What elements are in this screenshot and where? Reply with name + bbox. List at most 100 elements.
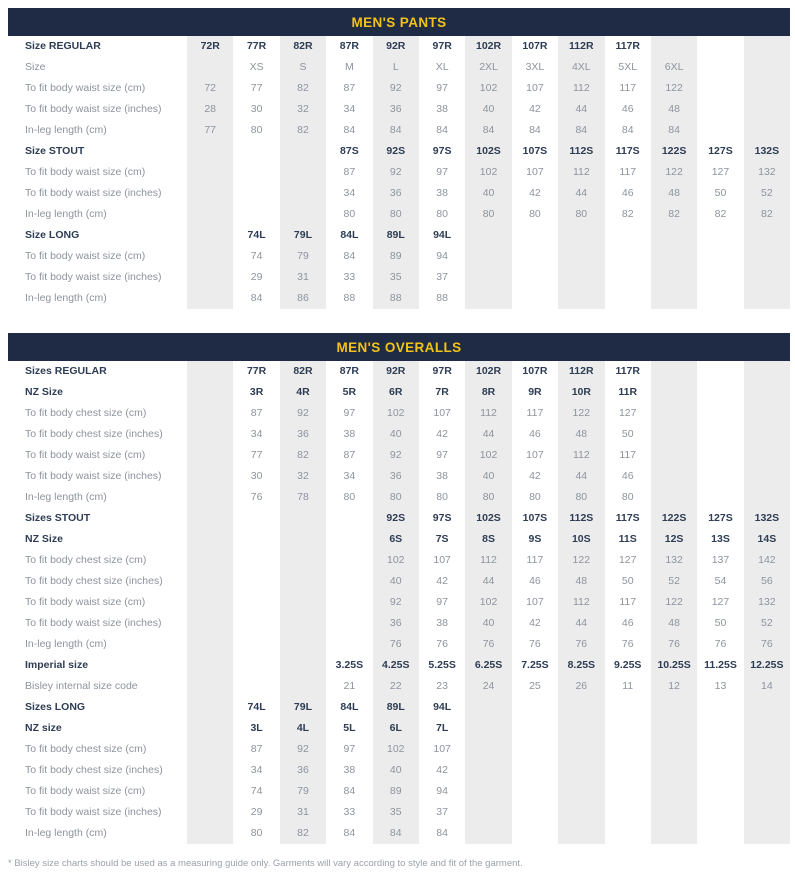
value-cell xyxy=(465,718,512,739)
value-cell xyxy=(187,529,234,550)
value-cell xyxy=(187,225,234,246)
value-cell xyxy=(697,120,743,141)
value-cell xyxy=(279,676,327,697)
value-cell: 97R xyxy=(432,40,452,52)
value-cell xyxy=(187,424,234,445)
value-cell: 84 xyxy=(436,827,448,839)
row-label: To fit body chest size (inches) xyxy=(25,575,163,587)
value-cell xyxy=(558,718,605,739)
row-label: Size xyxy=(25,61,46,73)
value-cell: 117 xyxy=(619,82,637,94)
row-label: To fit body waist size (inches) xyxy=(25,617,162,629)
value-cell: 44 xyxy=(558,613,605,634)
table-row: NZ Size 3R 4R 5R 6R 7R 8R 9R 10R 11R xyxy=(8,382,791,403)
value-cell: 36 xyxy=(372,613,419,634)
row-label: To fit body waist size (cm) xyxy=(25,449,146,461)
value-cell xyxy=(605,697,651,718)
table-row: To fit body chest size (inches) 34 36 38 40 4… xyxy=(8,424,791,445)
row-label: Bisley internal size code xyxy=(25,680,138,692)
value-cell: 117 xyxy=(619,596,637,608)
value-cell xyxy=(743,225,791,246)
value-cell xyxy=(605,246,651,267)
value-cell xyxy=(187,361,234,382)
value-cell: 132S xyxy=(743,508,791,529)
value-cell: 14S xyxy=(743,529,791,550)
value-cell xyxy=(465,823,512,844)
table-row: To fit body waist size (inches) 30 32 34 36 3… xyxy=(8,466,791,487)
table-row: To fit body chest size (inches) 34 36 38 40 4… xyxy=(8,760,791,781)
value-cell xyxy=(512,225,558,246)
value-cell xyxy=(558,760,605,781)
value-cell xyxy=(605,267,651,288)
value-cell: 112 xyxy=(558,78,605,99)
value-cell: 76 xyxy=(436,638,448,650)
row-label: In-leg length (cm) xyxy=(25,638,107,650)
value-cell: 3XL xyxy=(525,61,545,73)
value-cell: 36 xyxy=(372,466,419,487)
value-cell: 102 xyxy=(465,445,512,466)
value-cell: 40 xyxy=(372,760,419,781)
value-cell xyxy=(605,802,651,823)
value-cell: 29 xyxy=(250,271,263,283)
value-cell: 92 xyxy=(372,592,419,613)
value-cell xyxy=(697,403,743,424)
value-cell xyxy=(187,550,234,571)
value-cell: 127S xyxy=(708,512,733,524)
value-cell: 30 xyxy=(250,470,263,482)
table-row: NZ Size 6S 7S 8S 9S 10S 11S 12S 13S 14S xyxy=(8,529,791,550)
value-cell xyxy=(187,246,234,267)
value-cell: 132S xyxy=(743,141,791,162)
value-cell: 31 xyxy=(279,267,327,288)
row-label: To fit body chest size (inches) xyxy=(25,428,163,440)
table-row: To fit body waist size (inches) 28 30 32 34 3… xyxy=(8,99,791,120)
value-cell: 38 xyxy=(343,428,356,440)
value-cell xyxy=(279,508,327,529)
value-cell: 102 xyxy=(372,739,419,760)
value-cell: 13 xyxy=(714,680,727,692)
value-cell xyxy=(558,739,605,760)
value-cell: 44 xyxy=(465,571,512,592)
value-cell: 92R xyxy=(372,361,419,382)
table-row: To fit body waist size (inches) 36 38 40 42 4… xyxy=(8,613,791,634)
value-cell xyxy=(605,823,651,844)
value-cell xyxy=(512,802,558,823)
value-cell xyxy=(187,183,234,204)
value-cell: 88 xyxy=(343,292,356,304)
value-cell: 38 xyxy=(436,470,448,482)
row-label: To fit body waist size (cm) xyxy=(25,82,146,94)
value-cell xyxy=(233,508,279,529)
value-cell xyxy=(697,246,743,267)
value-cell xyxy=(697,267,743,288)
value-cell: 12S xyxy=(650,529,698,550)
value-cell xyxy=(697,361,743,382)
value-cell: 102 xyxy=(372,550,419,571)
value-cell: 82 xyxy=(621,208,634,220)
value-cell: 11S xyxy=(618,533,637,545)
value-cell xyxy=(697,487,743,508)
value-cell: 92 xyxy=(372,445,419,466)
value-cell xyxy=(512,267,558,288)
table-row: In-leg length (cm) 80 80 80 80 80 80 82 82 82 82 xyxy=(8,204,791,225)
value-cell xyxy=(743,288,791,309)
value-cell: 24 xyxy=(465,676,512,697)
value-cell xyxy=(187,508,234,529)
table-row: To fit body waist size (cm) 92 97 102 107 112… xyxy=(8,592,791,613)
value-cell xyxy=(465,697,512,718)
value-cell: 127 xyxy=(618,554,637,566)
value-cell: 107 xyxy=(433,743,451,755)
row-label: Sizes STOUT xyxy=(25,512,91,524)
value-cell: 37 xyxy=(436,271,448,283)
value-cell: 31 xyxy=(279,802,327,823)
value-cell: 102S xyxy=(465,141,512,162)
table-row: In-leg length (cm) 84 86 88 88 88 xyxy=(8,288,791,309)
value-cell: 44 xyxy=(465,424,512,445)
row-label: To fit body chest size (inches) xyxy=(25,764,163,776)
value-cell: 92 xyxy=(279,403,327,424)
value-cell xyxy=(558,697,605,718)
value-cell: 40 xyxy=(372,571,419,592)
value-cell: XL xyxy=(435,61,449,73)
value-cell xyxy=(743,382,791,403)
value-cell xyxy=(512,697,558,718)
value-cell: 92R xyxy=(372,36,419,57)
value-cell: 4L xyxy=(279,718,327,739)
